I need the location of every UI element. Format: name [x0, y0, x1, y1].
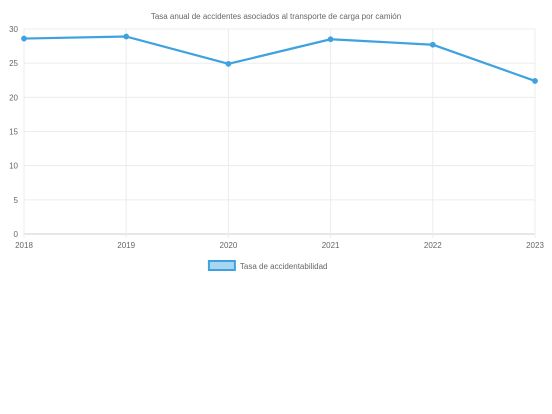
grid: [23, 28, 536, 238]
data-point[interactable]: [225, 60, 232, 67]
axes: 0 5 10 15 20 25 30 2018 2019 2020 2021 2022 2023: [9, 25, 544, 250]
y-tick-label: 30: [9, 25, 18, 34]
y-tick-label: 25: [9, 59, 18, 68]
data-point[interactable]: [21, 35, 27, 42]
x-tick-label: 2019: [117, 241, 135, 250]
y-tick-label: 15: [9, 128, 18, 137]
y-tick-label: 0: [14, 230, 19, 239]
series-line: [23, 35, 536, 82]
x-tick-label: 2021: [322, 241, 340, 250]
chart-title: Tasa anual de accidentes asociados al tr…: [151, 12, 401, 21]
x-tick-label: 2018: [15, 241, 33, 250]
legend[interactable]: Tasa de accidentabilidad: [207, 260, 328, 271]
data-point[interactable]: [327, 36, 334, 43]
y-tick-label: 5: [14, 196, 19, 205]
series: [21, 33, 538, 84]
y-tick-label: 10: [9, 162, 18, 171]
y-tick-label: 20: [9, 93, 18, 102]
x-tick-label: 2022: [424, 241, 442, 250]
data-point[interactable]: [429, 41, 436, 48]
x-tick-label: 2020: [220, 241, 238, 250]
data-point[interactable]: [532, 78, 538, 84]
legend-swatch[interactable]: [207, 260, 236, 271]
x-tick-label: 2023: [526, 241, 544, 250]
legend-label[interactable]: Tasa de accidentabilidad: [240, 262, 328, 271]
data-point[interactable]: [123, 33, 130, 40]
